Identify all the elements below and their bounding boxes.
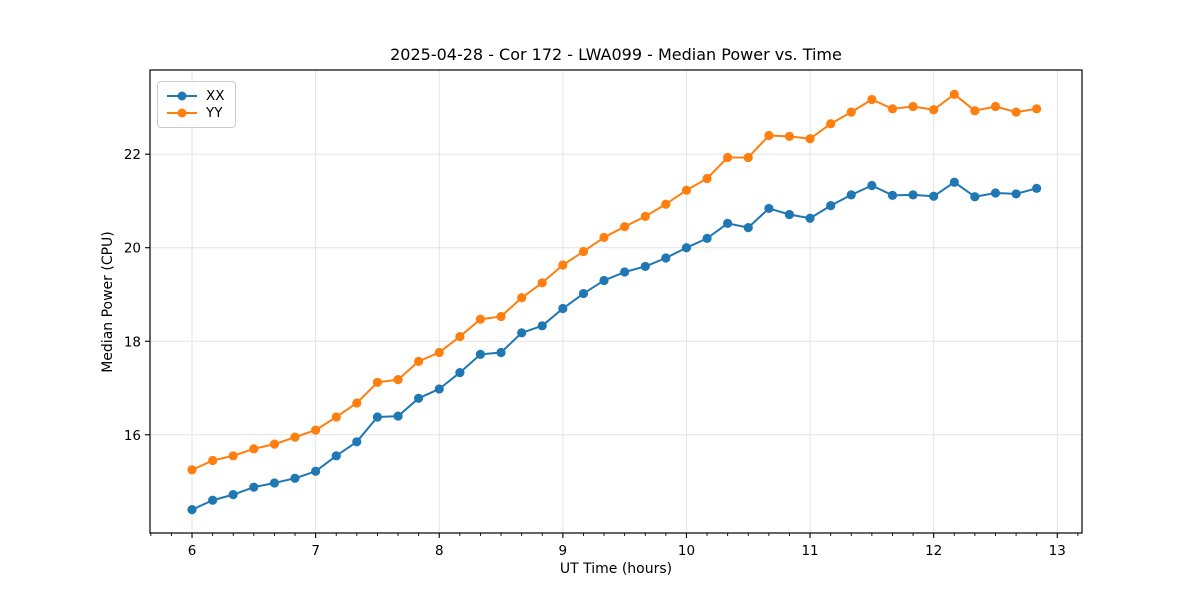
legend-label-xx: XX [206,88,225,104]
svg-text:12: 12 [925,543,942,559]
legend: XX YY [157,81,236,128]
legend-item-xx: XX [166,88,225,104]
svg-text:16: 16 [124,428,141,444]
svg-text:6: 6 [188,543,197,559]
svg-text:9: 9 [559,543,568,559]
y-axis-label: Median Power (CPU) [100,231,116,373]
legend-item-yy: YY [166,105,225,121]
legend-label-yy: YY [206,105,223,121]
svg-text:18: 18 [124,334,141,350]
legend-line-xx-icon [167,91,197,101]
svg-text:20: 20 [124,241,141,257]
svg-text:13: 13 [1049,543,1066,559]
svg-text:10: 10 [678,543,695,559]
legend-line-yy-icon [167,108,197,118]
chart-title: 2025-04-28 - Cor 172 - LWA099 - Median P… [390,45,842,64]
svg-text:7: 7 [311,543,320,559]
x-axis-label: UT Time (hours) [559,561,673,577]
svg-text:8: 8 [435,543,444,559]
svg-text:22: 22 [124,147,141,163]
svg-text:11: 11 [801,543,818,559]
